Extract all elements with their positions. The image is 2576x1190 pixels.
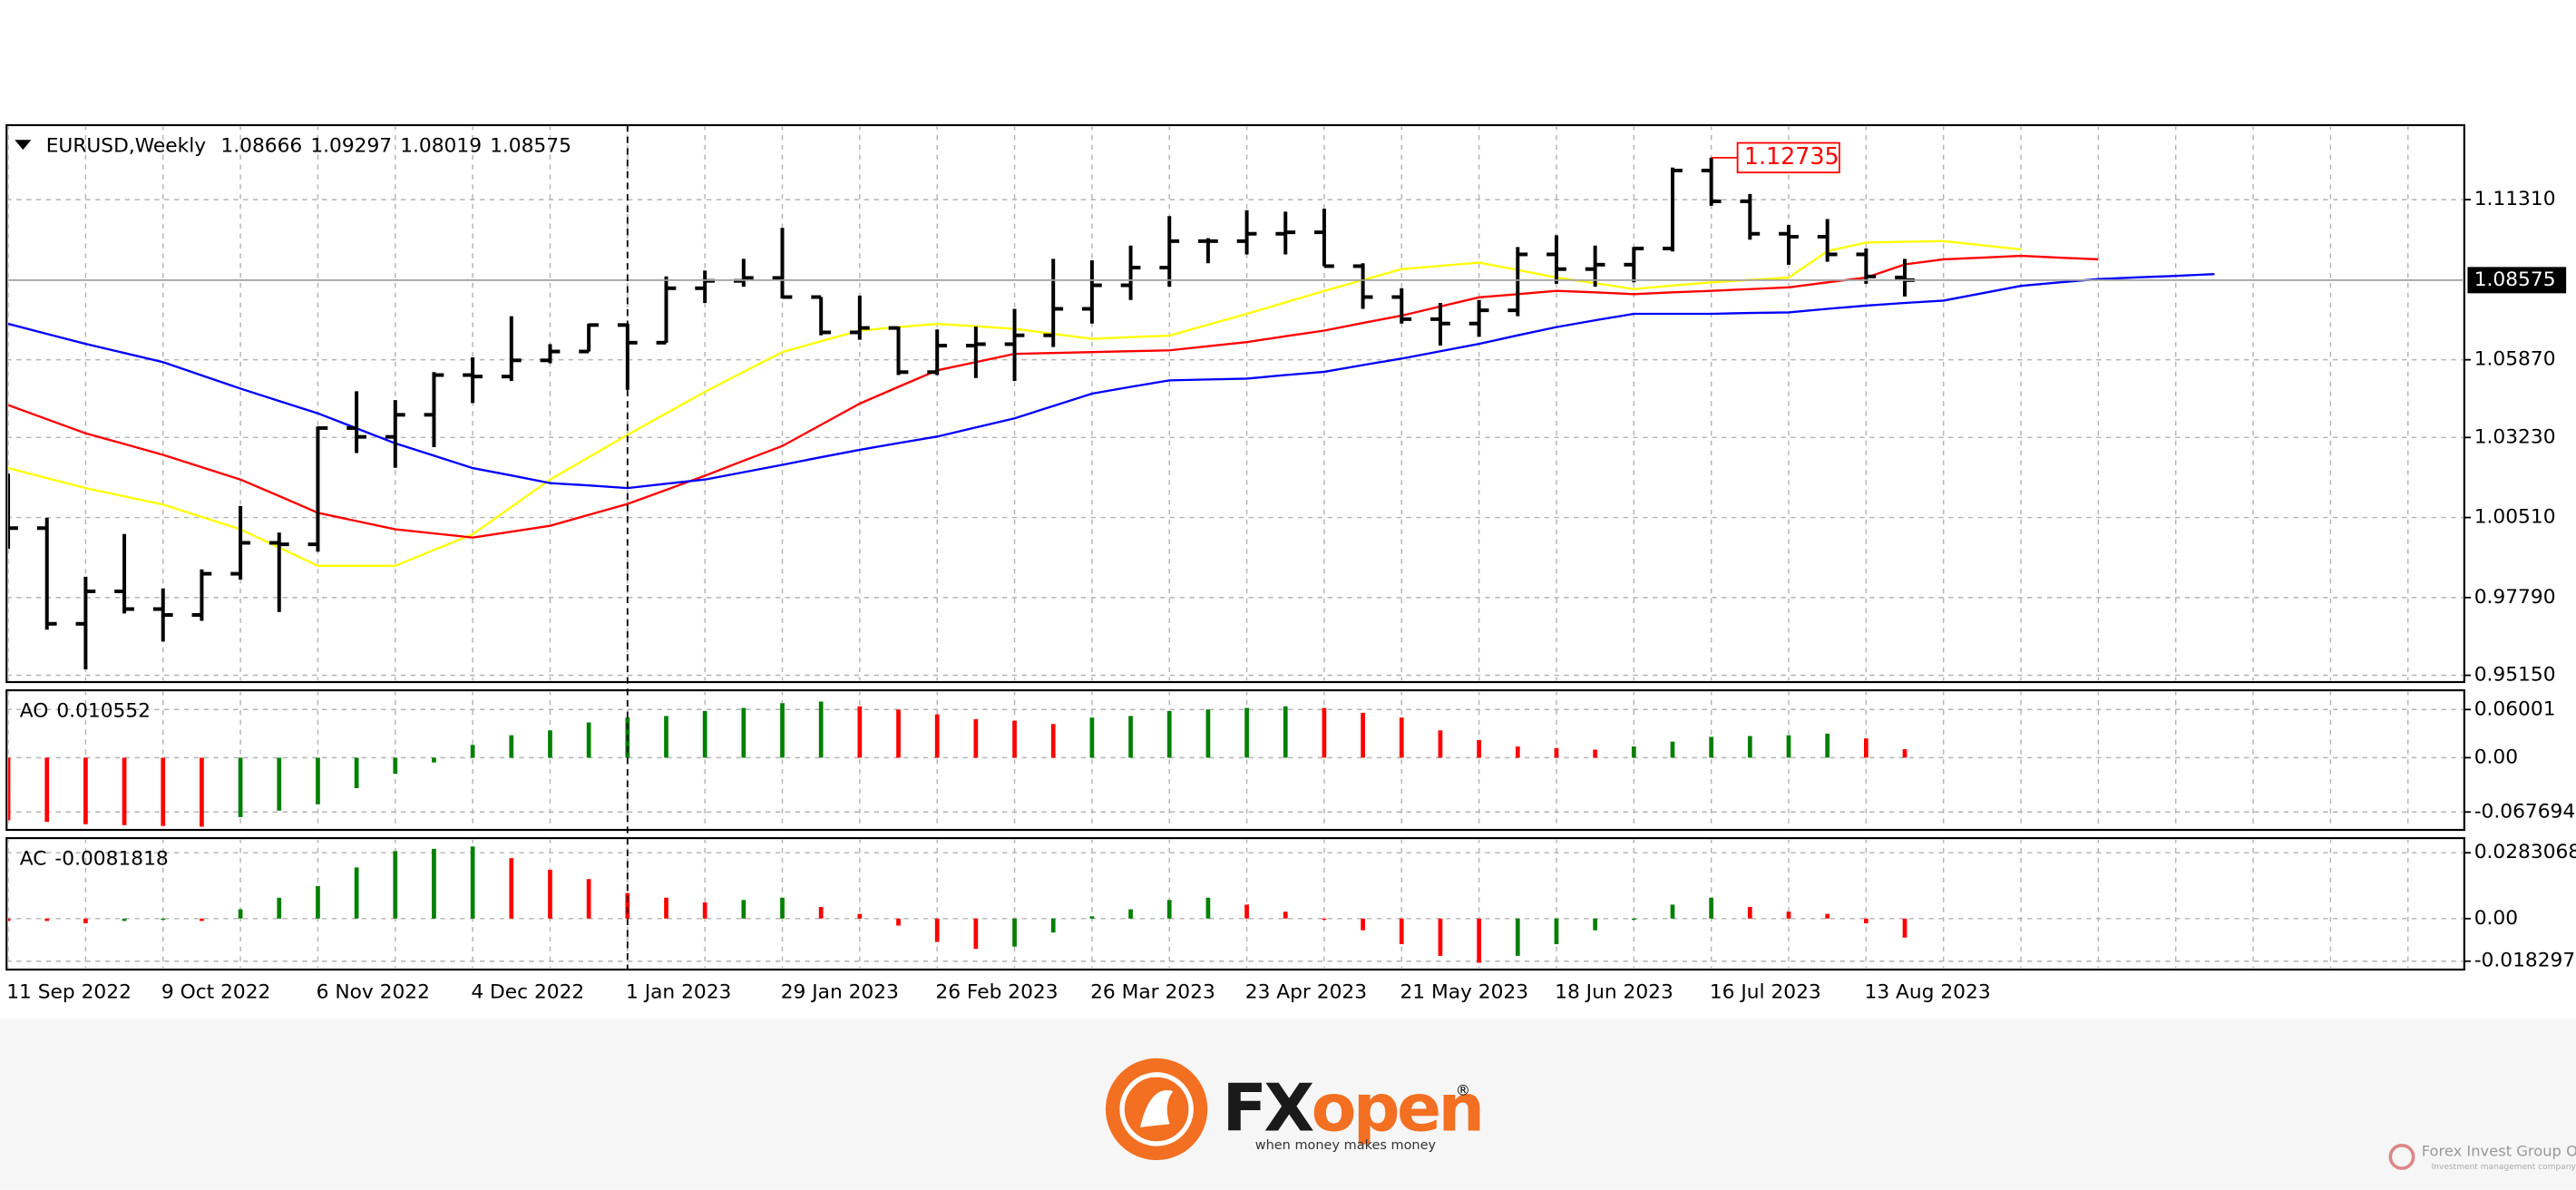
x-tick-label: 11 Sep 2022 (6, 980, 132, 1003)
indicator-title: AC (20, 848, 47, 871)
indicator-header: AO 0.010552 (20, 700, 151, 723)
y-tick-label: 0.0283068 (2474, 841, 2576, 863)
header-close: 1.08575 (490, 135, 571, 158)
x-tick-label: 23 Apr 2023 (1245, 980, 1367, 1003)
panel (8, 691, 2464, 829)
y-tick-label: -0.067694 (2474, 800, 2575, 823)
x-tick-label: 13 Aug 2023 (1865, 980, 1991, 1003)
logo-icon-ring (1119, 1072, 1194, 1146)
indicator-value: 0.010552 (56, 700, 151, 723)
logo-text: FXopen (1223, 1071, 1482, 1147)
x-tick-label: 18 Jun 2023 (1555, 980, 1673, 1003)
watermark: Forex Invest Group OU Investment managem… (2388, 1143, 2576, 1172)
indicator-title: AO (20, 700, 49, 723)
x-tick-label: 21 May 2023 (1400, 980, 1528, 1003)
panel (8, 126, 2464, 681)
chart-header: EURUSD,Weekly 1.08666 1.09297 1.08019 1.0857… (46, 135, 571, 158)
y-tick-label: 0.95150 (2474, 664, 2556, 687)
panel-frame (5, 688, 2465, 832)
x-tick-label: 29 Jan 2023 (781, 980, 899, 1003)
price-label: 1.08575 (2474, 268, 2556, 291)
y-tick-label: -0.018297 (2474, 950, 2575, 972)
indicator-value: -0.0081818 (54, 848, 168, 871)
logo-open: open (1312, 1071, 1482, 1147)
watermark-text: Forex Invest Group OU (2422, 1143, 2576, 1160)
x-tick-label: 16 Jul 2023 (1710, 980, 1821, 1003)
y-tick-label: 0.00 (2474, 907, 2518, 930)
y-tick-label: 1.05870 (2474, 348, 2556, 371)
panel-frame (5, 123, 2465, 684)
high-marker-box (1736, 141, 1840, 174)
logo-registered: ® (1456, 1081, 1470, 1098)
y-tick-label: 1.03230 (2474, 425, 2556, 448)
high-marker-label: 1.12735 (1744, 142, 1839, 170)
ma-line (8, 254, 2099, 539)
x-tick-label: 1 Jan 2023 (626, 980, 731, 1003)
logo-tagline: when money makes money (1255, 1138, 1437, 1153)
menu-triangle (15, 140, 32, 151)
x-tick-label: 26 Mar 2023 (1090, 980, 1215, 1003)
watermark-icon (2388, 1143, 2415, 1170)
watermark-subtext: Investment management company (2432, 1163, 2576, 1172)
chart-title: EURUSD,Weekly (46, 135, 207, 158)
panel-frame (5, 836, 2465, 971)
ma-line (8, 273, 2215, 490)
y-tick-label: 0.06001 (2474, 697, 2556, 720)
x-tick-label: 26 Feb 2023 (935, 980, 1058, 1003)
header-low: 1.08019 (400, 135, 482, 158)
indicator-header: AC -0.0081818 (20, 848, 169, 871)
x-tick-label: 9 Oct 2022 (161, 980, 270, 1003)
x-tick-label: 4 Dec 2022 (471, 980, 584, 1003)
footer-background (0, 1019, 2576, 1190)
chart-layer: 1.11310 1.05870 1.03230 1.00510 0.97790 0.951… (5, 123, 2576, 1003)
price-box (2467, 267, 2567, 294)
header-open: 1.08666 (220, 135, 302, 158)
y-tick-label: 1.11310 (2474, 188, 2556, 210)
x-tick-label: 6 Nov 2022 (317, 980, 430, 1003)
y-tick-label: 1.00510 (2474, 506, 2556, 529)
logo: FXopen ® when money makes money (1105, 1058, 1485, 1161)
y-tick-label: 0.00 (2474, 746, 2518, 768)
logo-icon-shape (1139, 1090, 1174, 1127)
header-high: 1.09297 (310, 135, 392, 158)
logo-fx: FX (1223, 1071, 1314, 1147)
y-tick-label: 0.97790 (2474, 586, 2556, 609)
